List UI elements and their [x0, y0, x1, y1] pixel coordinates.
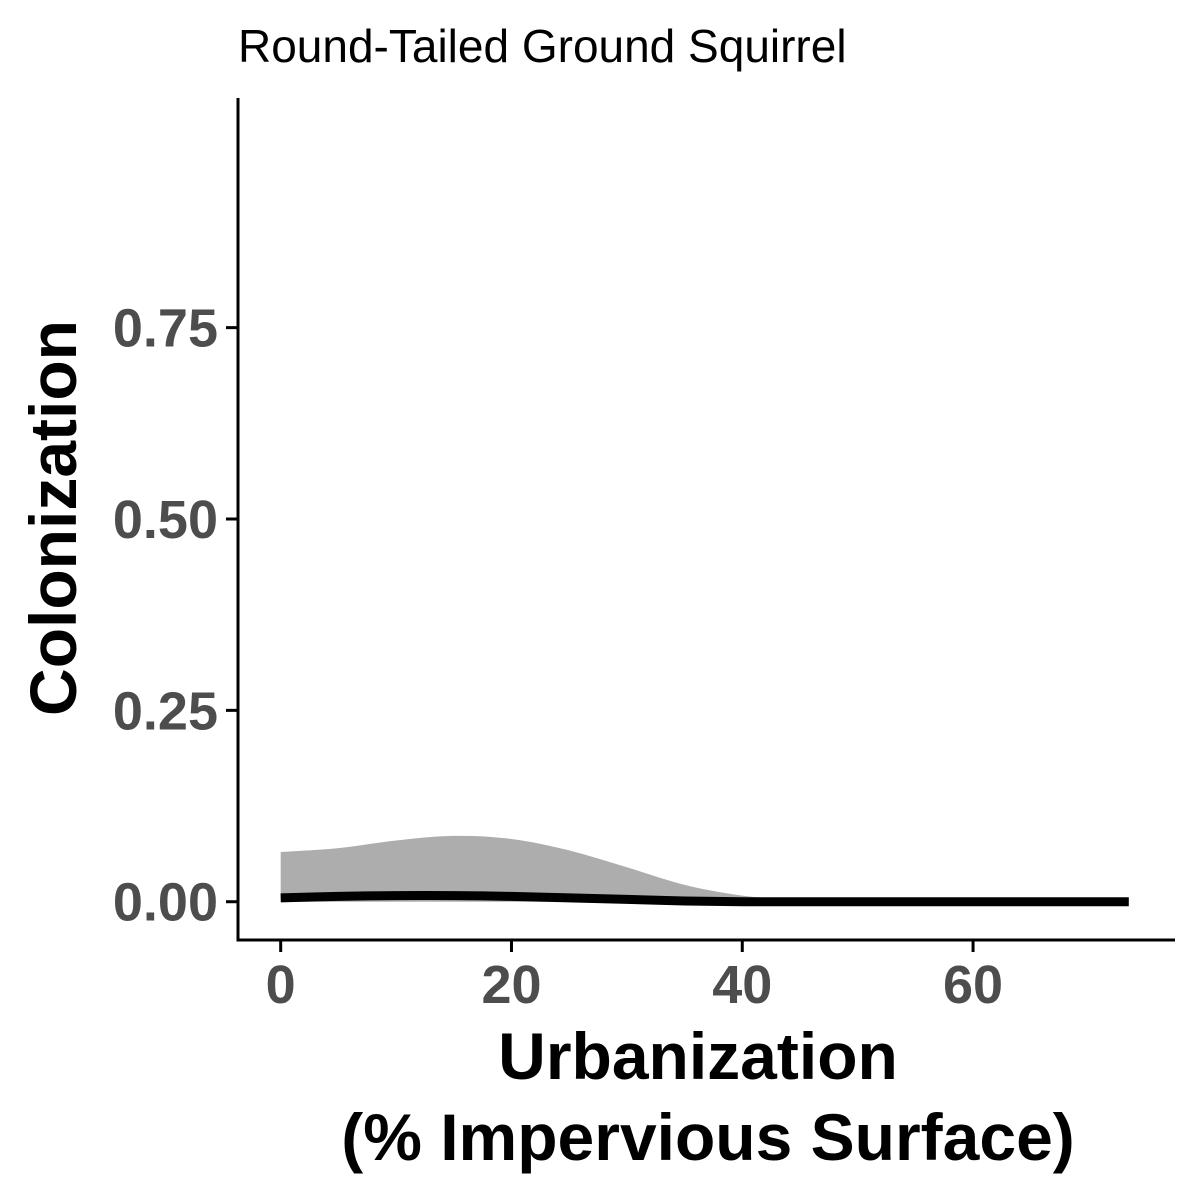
- trend-line-0: [280, 891, 1129, 907]
- y-tick-label-0: 0.00: [113, 873, 218, 933]
- x-tick-label-1: 20: [481, 955, 541, 1015]
- chart-title: Round-Tailed Ground Squirrel: [238, 20, 847, 72]
- confidence-ribbon-0: [280, 835, 1129, 902]
- ticks-layer: 0 20 40 60 0.00 0.25 0.50 0.75: [113, 299, 1003, 1015]
- axes-layer: [236, 98, 1175, 942]
- y-tick-label-3: 0.75: [113, 299, 218, 359]
- x-tick-label-0: 0: [266, 955, 296, 1015]
- x-axis-title-line-2: (% Impervious Surface): [341, 1100, 1075, 1174]
- confidence-ribbon-layer: [280, 835, 1129, 902]
- y-axis-title: Colonization: [16, 320, 90, 716]
- trend-line-layer: [280, 891, 1129, 907]
- y-tick-label-1: 0.25: [113, 681, 218, 741]
- y-tick-label-2: 0.50: [113, 490, 218, 550]
- x-axis-title-line-1: Urbanization: [498, 1019, 898, 1093]
- x-tick-label-2: 40: [712, 955, 772, 1015]
- x-tick-label-3: 60: [943, 955, 1003, 1015]
